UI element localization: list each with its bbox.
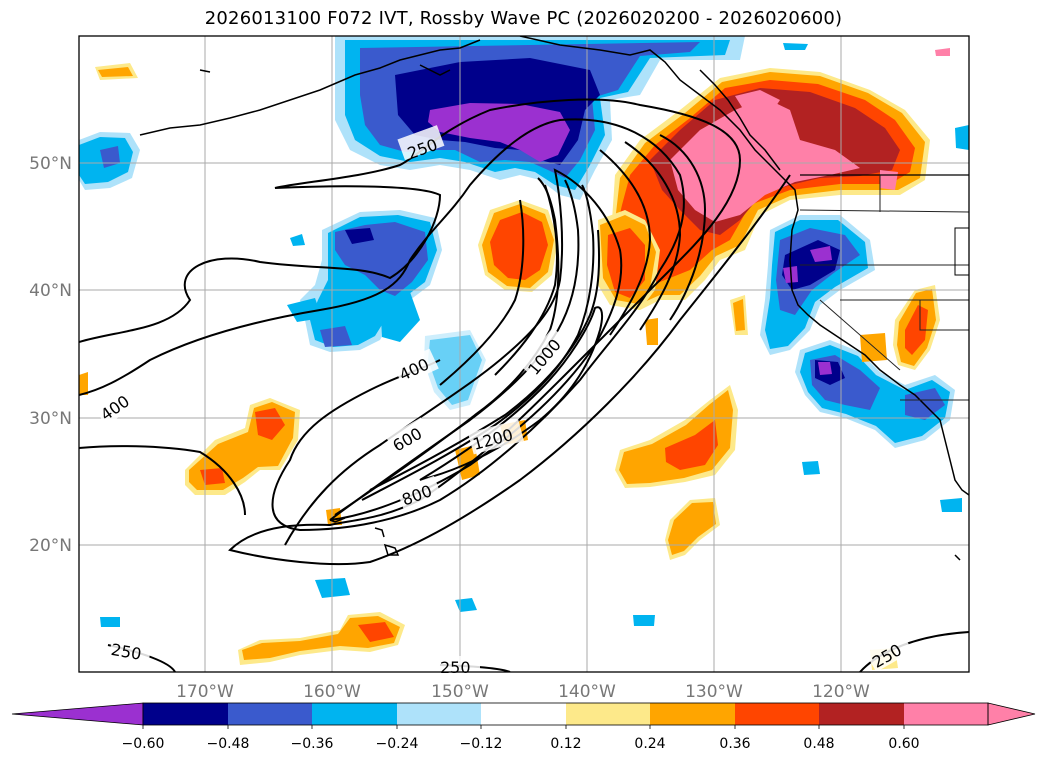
ivt-contour-250-outer (79, 98, 791, 566)
colorbar-bin (481, 703, 566, 725)
colorbar-bin (650, 703, 735, 725)
shaded-anomalies (79, 36, 969, 670)
gridlines (79, 36, 969, 672)
contour-label-250-south: 250 (440, 658, 471, 677)
colorbar-extend-right (987, 702, 1036, 726)
colorbar-bin (228, 703, 312, 725)
ivt-contour-1000 (369, 229, 601, 491)
lat-label-30n: 30°N (29, 409, 72, 429)
colorbar-bin (566, 703, 650, 725)
colorbar-bin (397, 703, 481, 725)
colorbar-tick-label: 0.24 (634, 736, 665, 752)
lat-label-50n: 50°N (29, 154, 72, 174)
colorbar-tick-label: −0.12 (460, 736, 503, 752)
colorbar-tick-label: −0.60 (122, 736, 165, 752)
colorbar-bin (819, 703, 904, 725)
colorbar-bin (735, 703, 819, 725)
lon-label-170w: 170°W (176, 682, 234, 702)
colorbar-bin (143, 703, 228, 725)
lat-label-40n: 40°N (29, 281, 72, 301)
ivt-contour-400 (79, 118, 685, 532)
colorbar-tick-label: 0.36 (719, 736, 750, 752)
colorbar-tick-label: −0.48 (207, 736, 250, 752)
lat-label-20n: 20°N (29, 536, 72, 556)
contour-labels: 250 400 400 600 800 1000 1200 250 250 25… (93, 125, 913, 677)
colorbar-extend-left (11, 702, 144, 726)
page-title: 2026013100 F072 IVT, Rossby Wave PC (202… (204, 8, 843, 29)
colorbar-tick-label: −0.36 (291, 736, 334, 752)
lon-label-160w: 160°W (303, 682, 361, 702)
plot-frame (78, 35, 970, 673)
lon-label-150w: 150°W (431, 682, 489, 702)
ivt-contours (79, 98, 969, 672)
lon-label-120w: 120°W (812, 682, 870, 702)
colorbar-bin (904, 703, 988, 725)
colorbar-tick-label: 0.12 (550, 736, 581, 752)
lon-label-130w: 130°W (685, 682, 743, 702)
colorbar-tick-label: −0.24 (376, 736, 419, 752)
latitude-labels: 50°N 40°N 30°N 20°N (29, 154, 72, 556)
colorbar: −0.60 −0.48 −0.36 −0.24 −0.12 0.12 0.24 … (11, 702, 1036, 752)
coastlines (139, 36, 969, 561)
lon-label-140w: 140°W (558, 682, 616, 702)
colorbar-bin (312, 703, 397, 725)
colorbar-tick-label: 0.48 (803, 736, 834, 752)
colorbar-tick-label: 0.60 (888, 736, 919, 752)
longitude-labels: 170°W 160°W 150°W 140°W 130°W 120°W (176, 682, 870, 702)
